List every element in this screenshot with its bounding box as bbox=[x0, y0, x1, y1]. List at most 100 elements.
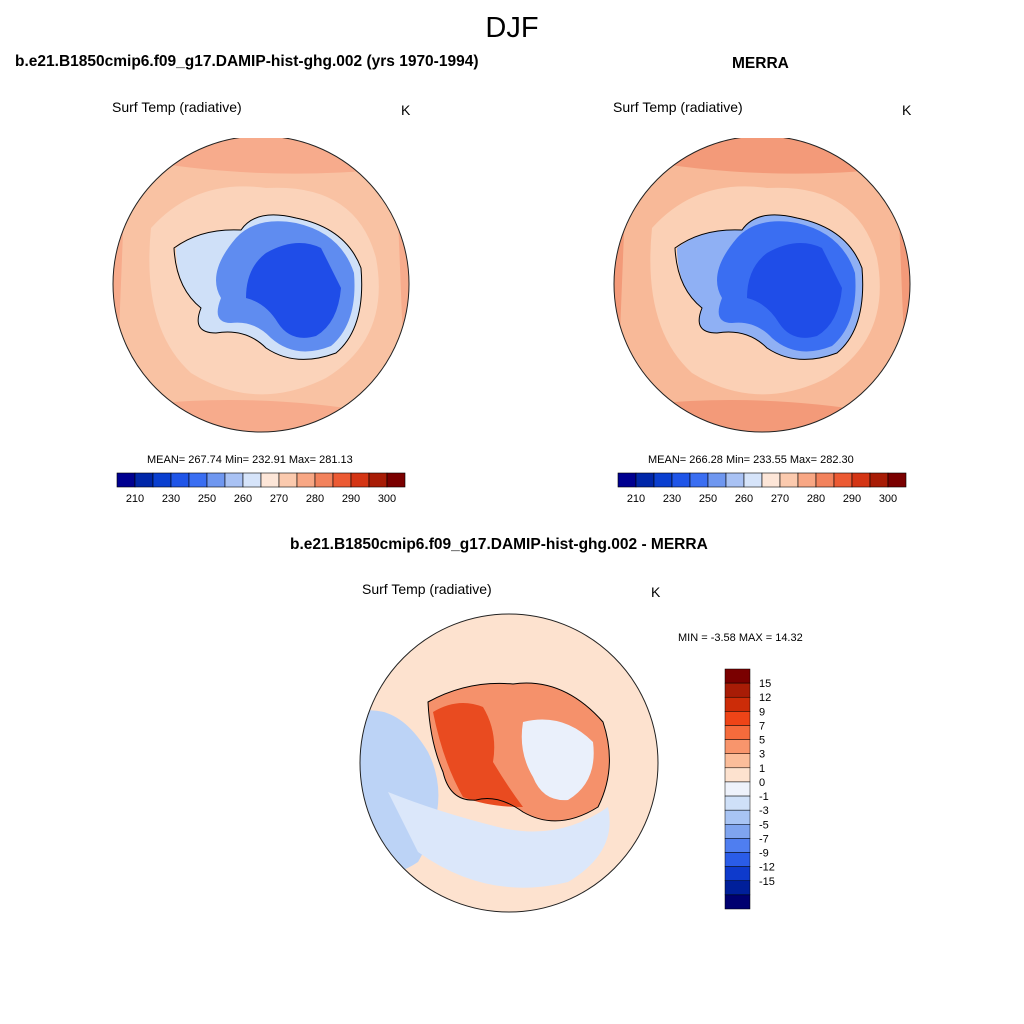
colorbar-tick-label: -7 bbox=[759, 833, 769, 845]
colorbar-tick-label: -1 bbox=[759, 791, 769, 803]
colorbar-tick-label: 9 bbox=[759, 706, 765, 718]
colorbar-segment bbox=[724, 838, 751, 853]
west-antarctica-hot bbox=[433, 703, 523, 807]
colorbar-segment bbox=[724, 696, 751, 712]
colorbar-tick-label: 270 bbox=[771, 493, 789, 505]
colorbar-segment bbox=[724, 880, 751, 896]
panel2-map bbox=[613, 138, 911, 433]
colorbar-segment bbox=[743, 472, 763, 488]
colorbar-tick-label: 290 bbox=[342, 493, 360, 505]
plateau-core bbox=[246, 243, 341, 338]
panel1-title: b.e21.B1850cmip6.f09_g17.DAMIP-hist-ghg.… bbox=[15, 53, 479, 70]
colorbar-segment bbox=[869, 472, 889, 488]
east-antarctica-cool bbox=[521, 719, 594, 801]
panel3-stats: MIN = -3.58 MAX = 14.32 bbox=[678, 632, 803, 644]
colorbar-segment bbox=[206, 472, 226, 488]
figure-title: DJF bbox=[485, 12, 539, 44]
colorbar-segment bbox=[386, 472, 406, 488]
colorbar-segment bbox=[134, 472, 154, 488]
colorbar-segment bbox=[224, 472, 244, 488]
colorbar-tick-label: -3 bbox=[759, 805, 769, 817]
coastline bbox=[427, 682, 610, 822]
map-boundary bbox=[613, 138, 911, 433]
colorbar-segment bbox=[350, 472, 370, 488]
colorbar-tick-label: 260 bbox=[735, 493, 753, 505]
panel3-map bbox=[359, 613, 659, 913]
colorbar-segment bbox=[851, 472, 871, 488]
colorbar-tick-label: -5 bbox=[759, 819, 769, 831]
colorbar-tick-label: -12 bbox=[759, 862, 775, 874]
colorbar-segment bbox=[314, 472, 334, 488]
colorbar-segment bbox=[332, 472, 352, 488]
negative-region-south bbox=[388, 792, 610, 888]
colorbar-segment bbox=[152, 472, 172, 488]
colorbar-segment bbox=[724, 894, 751, 910]
colorbar-segment bbox=[296, 472, 316, 488]
colorbar-tick-label: 3 bbox=[759, 749, 765, 761]
colorbar-segment bbox=[724, 739, 751, 754]
panel3-variable: Surf Temp (radiative) bbox=[362, 581, 492, 597]
map-boundary bbox=[359, 613, 659, 913]
panel1-variable: Surf Temp (radiative) bbox=[112, 99, 242, 115]
coastline bbox=[674, 214, 864, 360]
colorbar-segment bbox=[671, 472, 691, 488]
panel2-variable: Surf Temp (radiative) bbox=[613, 99, 743, 115]
colorbar-segment bbox=[833, 472, 853, 488]
colorbar-tick-label: 12 bbox=[759, 692, 771, 704]
panel2-units: K bbox=[902, 102, 912, 118]
colorbar-segment bbox=[689, 472, 709, 488]
colorbar-segment bbox=[815, 472, 835, 488]
colorbar-segment bbox=[724, 725, 751, 740]
colorbar-segment bbox=[116, 472, 136, 488]
colorbar-segment bbox=[724, 682, 751, 698]
colorbar-segment bbox=[761, 472, 781, 488]
coastline bbox=[173, 214, 363, 360]
colorbar-tick-label: 7 bbox=[759, 720, 765, 732]
colorbar-segment bbox=[617, 472, 637, 488]
colorbar-tick-label: 280 bbox=[807, 493, 825, 505]
colorbar-segment bbox=[188, 472, 208, 488]
colorbar-tick-label: -15 bbox=[759, 876, 775, 888]
colorbar-tick-label: 0 bbox=[759, 777, 765, 789]
colorbar-segment bbox=[707, 472, 727, 488]
colorbar-tick-label: 290 bbox=[843, 493, 861, 505]
colorbar-segment bbox=[724, 795, 751, 811]
colorbar-tick-label: 5 bbox=[759, 735, 765, 747]
colorbar-segment bbox=[797, 472, 817, 488]
colorbar-tick-label: 230 bbox=[663, 493, 681, 505]
colorbar-tick-label: 210 bbox=[627, 493, 645, 505]
colorbar-segment bbox=[724, 668, 751, 684]
colorbar-tick-label: 210 bbox=[126, 493, 144, 505]
colorbar-segment bbox=[725, 472, 745, 488]
colorbar-segment bbox=[724, 809, 751, 825]
colorbar-segment bbox=[260, 472, 280, 488]
colorbar-segment bbox=[278, 472, 298, 488]
colorbar-segment bbox=[724, 824, 751, 839]
panel1-colorbar: 210 230 250 260 270 280 290 300 bbox=[116, 472, 406, 505]
colorbar-segment bbox=[653, 472, 673, 488]
colorbar-segment bbox=[724, 767, 751, 783]
panel1-map bbox=[112, 138, 410, 433]
panel1-units: K bbox=[401, 102, 411, 118]
colorbar-tick-label: 250 bbox=[699, 493, 717, 505]
colorbar-tick-label: 260 bbox=[234, 493, 252, 505]
panel1-stats: MEAN= 267.74 Min= 232.91 Max= 281.13 bbox=[147, 454, 353, 466]
colorbar-segment bbox=[170, 472, 190, 488]
panel3-title: b.e21.B1850cmip6.f09_g17.DAMIP-hist-ghg.… bbox=[290, 536, 708, 553]
colorbar-segment bbox=[724, 753, 751, 769]
colorbar-segment bbox=[635, 472, 655, 488]
colorbar-tick-label: 300 bbox=[879, 493, 897, 505]
colorbar-segment bbox=[887, 472, 907, 488]
plateau-core bbox=[747, 243, 842, 338]
panel2-colorbar: 210 230 250 260 270 280 290 300 bbox=[617, 472, 907, 505]
colorbar-segment bbox=[724, 852, 751, 867]
colorbar-segment bbox=[724, 711, 751, 726]
colorbar-tick-label: 230 bbox=[162, 493, 180, 505]
panel3-units: K bbox=[651, 584, 661, 600]
colorbar-tick-label: -9 bbox=[759, 848, 769, 860]
panel2-title: MERRA bbox=[732, 55, 789, 72]
colorbar-segment bbox=[368, 472, 388, 488]
colorbar-segment bbox=[779, 472, 799, 488]
colorbar-tick-label: 1 bbox=[759, 763, 765, 775]
colorbar-tick-label: 300 bbox=[378, 493, 396, 505]
